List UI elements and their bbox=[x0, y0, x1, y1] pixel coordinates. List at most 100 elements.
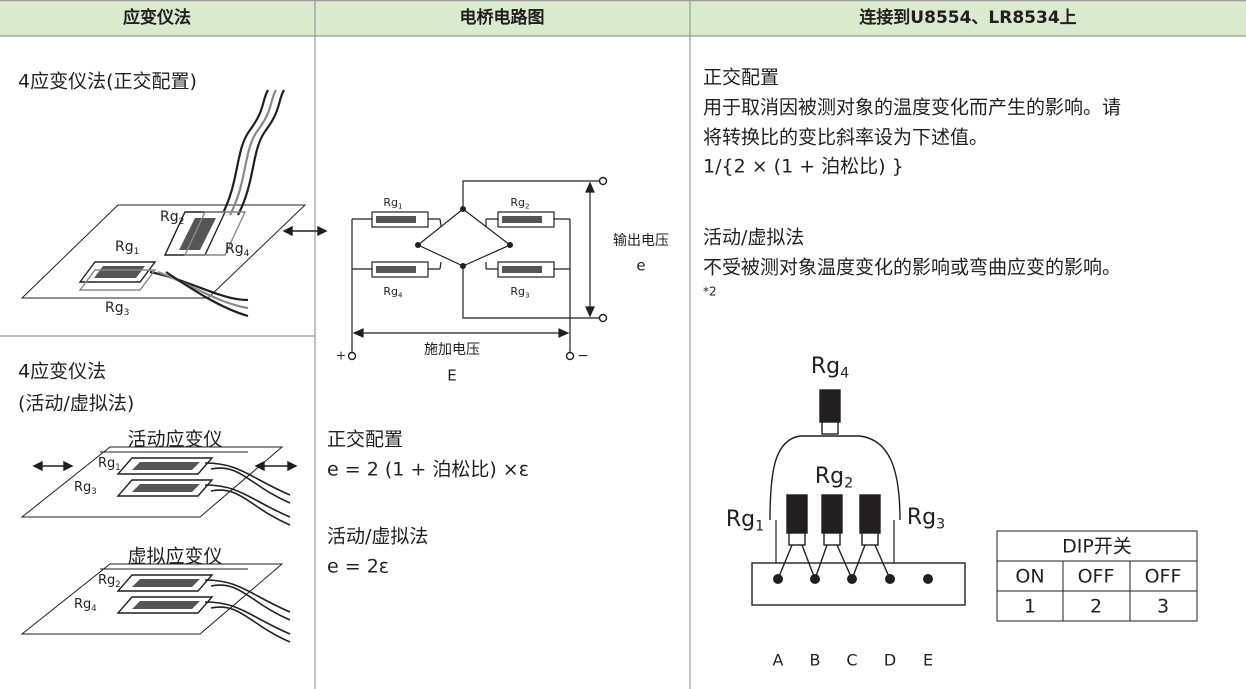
wire bbox=[204, 579, 291, 613]
paragraph-line: 用于取消因被测对象的温度变化而产生的影响。请 bbox=[703, 97, 1121, 119]
gauge-label: Rg4 bbox=[811, 354, 849, 382]
gauge-index: 4 bbox=[840, 366, 849, 382]
gauge-block bbox=[786, 494, 808, 534]
gauge-name: Rg bbox=[383, 196, 398, 209]
dip-state: ON bbox=[1015, 566, 1044, 588]
wire bbox=[210, 584, 291, 621]
method-title: (活动/虚拟法) bbox=[18, 393, 134, 415]
terminal bbox=[565, 351, 575, 361]
gauge-index: 2 bbox=[844, 476, 853, 492]
terminal-pin bbox=[923, 574, 933, 584]
gauge-name: Rg bbox=[815, 464, 844, 489]
section-heading: 活动/虚拟法 bbox=[703, 227, 804, 249]
gauge bbox=[78, 269, 157, 291]
header-cell: 连接到U8554、LR8534上 bbox=[859, 7, 1076, 28]
gauge-name: Rg bbox=[74, 597, 91, 612]
resistor-element bbox=[502, 216, 542, 223]
node bbox=[460, 263, 466, 269]
dip-table-grid bbox=[997, 560, 1197, 621]
specimen-plane bbox=[20, 446, 284, 518]
gauge-label: Rg2 bbox=[815, 464, 853, 492]
gauge-index: 2 bbox=[525, 201, 530, 210]
gauge-label: Rg1 bbox=[383, 196, 402, 210]
wire bbox=[165, 271, 249, 318]
formula: 1/{2 × (1 + 泊松比) } bbox=[703, 156, 904, 178]
specimen-plane bbox=[20, 563, 284, 635]
resistor-element bbox=[376, 266, 416, 273]
gauge-name: Rg bbox=[74, 480, 91, 495]
strain-arrow bbox=[254, 460, 298, 472]
circuit-label: E bbox=[447, 367, 456, 385]
gauge bbox=[183, 211, 247, 256]
polarity: + bbox=[336, 349, 346, 363]
method-title: 4应变仪法 bbox=[18, 361, 106, 383]
method-title: 4应变仪法(正交配置) bbox=[18, 71, 197, 93]
gauge-index: 4 bbox=[398, 290, 403, 299]
wire bbox=[229, 89, 277, 216]
resistor-element bbox=[502, 266, 542, 273]
gauge-block bbox=[819, 389, 841, 423]
gauge-block bbox=[821, 494, 843, 534]
gauge-grid bbox=[132, 484, 200, 492]
gauge-name: Rg bbox=[907, 505, 936, 530]
gauge-name: Rg bbox=[160, 209, 179, 225]
gauge-grid bbox=[132, 462, 200, 470]
gauge-label: Rg3 bbox=[510, 285, 529, 299]
terminal-label: C bbox=[846, 651, 857, 670]
resistor-element bbox=[376, 216, 416, 223]
terminal-label: B bbox=[810, 651, 821, 670]
gauge-index: 4 bbox=[91, 602, 96, 612]
wire bbox=[157, 270, 249, 310]
gauge-index: 1 bbox=[398, 201, 403, 210]
header-cell: 应变仪法 bbox=[123, 7, 191, 28]
wire bbox=[210, 489, 291, 526]
wire bbox=[462, 180, 600, 319]
lead-wire bbox=[777, 544, 891, 580]
dip-table bbox=[996, 530, 1198, 622]
terminal bbox=[598, 176, 608, 186]
gauge-index: 2 bbox=[179, 217, 185, 227]
cable-loop bbox=[769, 435, 901, 521]
gauge-label: Rg1 bbox=[115, 239, 139, 257]
gauge-lead bbox=[823, 532, 841, 546]
gauge-label: Rg4 bbox=[225, 241, 250, 259]
drawings bbox=[20, 89, 1198, 643]
dip-state: OFF bbox=[1145, 566, 1182, 588]
terminal bbox=[347, 351, 357, 361]
wire bbox=[204, 601, 291, 635]
gauge-name: Rg bbox=[383, 285, 398, 298]
formula-heading: 正交配置 bbox=[327, 429, 403, 451]
dip-state: OFF bbox=[1078, 566, 1115, 588]
terminal-pin bbox=[773, 574, 783, 584]
gauge-index: 2 bbox=[115, 578, 120, 588]
gauge-label: Rg2 bbox=[510, 196, 529, 210]
gauge-name: Rg bbox=[225, 241, 244, 257]
gauge-label: Rg1 bbox=[726, 507, 764, 535]
gauge-lead bbox=[861, 532, 879, 546]
output-arrow bbox=[585, 181, 595, 318]
header-background bbox=[0, 0, 1246, 36]
strain-arrow bbox=[32, 460, 74, 472]
wire bbox=[351, 218, 571, 352]
supply-arrow bbox=[352, 328, 570, 338]
gauge-block bbox=[859, 494, 881, 534]
wire bbox=[204, 484, 291, 518]
terminal-pin bbox=[847, 574, 857, 584]
gauge-index: 1 bbox=[115, 461, 120, 471]
node bbox=[460, 206, 466, 212]
label-underline bbox=[100, 451, 248, 570]
header-cell: 电桥电路图 bbox=[460, 7, 545, 28]
gauge-group-label: 虚拟应变仪 bbox=[127, 546, 222, 568]
gauge-index: 1 bbox=[755, 519, 764, 535]
terminal-label: A bbox=[773, 651, 784, 670]
strain-arrow bbox=[282, 225, 328, 237]
terminal-label: D bbox=[884, 651, 896, 670]
gauge-label: Rg4 bbox=[383, 285, 403, 299]
gauge-name: Rg bbox=[98, 573, 115, 588]
gauge-index: 3 bbox=[124, 308, 130, 318]
gauge-index: 4 bbox=[244, 249, 250, 259]
dip-title: DIP开关 bbox=[1062, 536, 1132, 558]
gauge-index: 3 bbox=[936, 517, 945, 533]
polarity: − bbox=[577, 348, 589, 364]
